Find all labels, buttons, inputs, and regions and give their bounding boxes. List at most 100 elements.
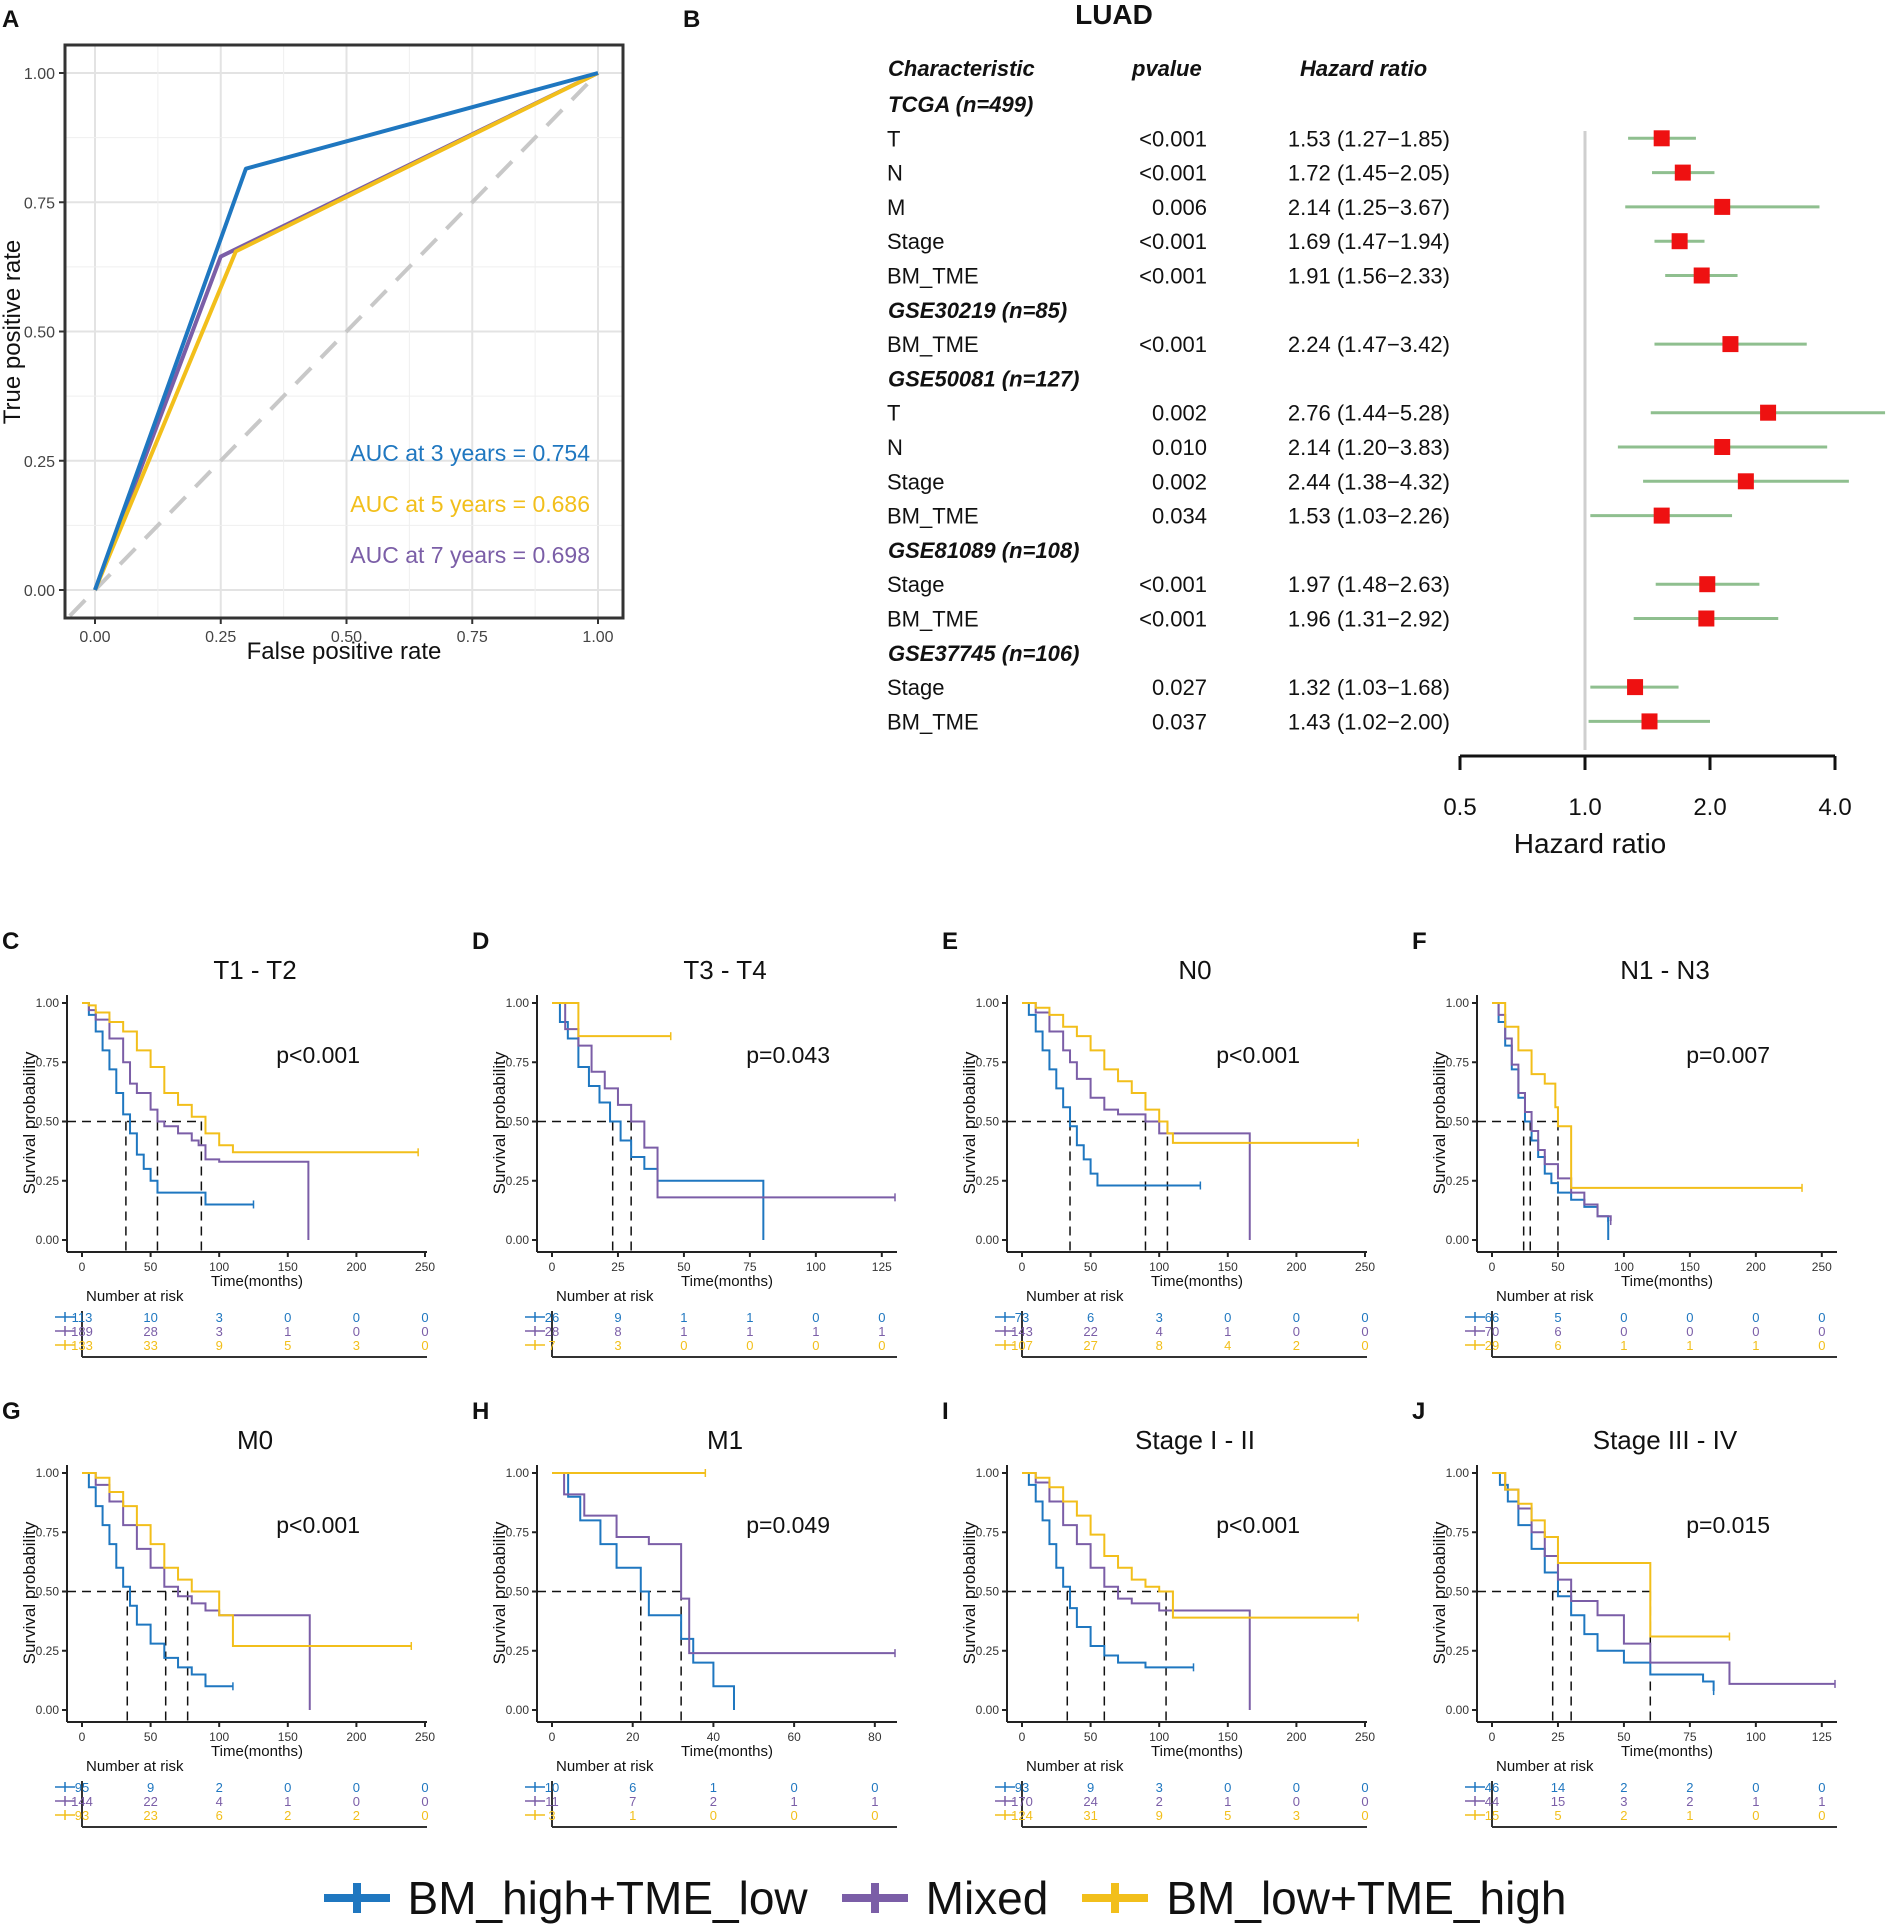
risk-value: 0 bbox=[1752, 1310, 1759, 1325]
km-x-tick-label: 20 bbox=[626, 1730, 640, 1744]
y-tick-label: 0.75 bbox=[24, 195, 55, 212]
risk-table-label: Number at risk bbox=[556, 1288, 654, 1305]
hr-point bbox=[1653, 507, 1670, 524]
panel-letter: C bbox=[2, 928, 19, 955]
row-pvalue: <0.001 bbox=[1139, 161, 1207, 186]
forest-x-axis-label: Hazard ratio bbox=[1514, 828, 1667, 859]
risk-value: 7 bbox=[548, 1338, 555, 1353]
x-tick-label: 0.50 bbox=[331, 629, 362, 646]
km-x-tick-label: 80 bbox=[868, 1730, 882, 1744]
km-x-tick-label: 60 bbox=[787, 1730, 801, 1744]
km-curve bbox=[1022, 1002, 1201, 1187]
hr-point bbox=[1714, 439, 1731, 455]
risk-value: 1 bbox=[680, 1310, 687, 1325]
km-x-tick-label: 200 bbox=[1746, 1260, 1766, 1274]
risk-value: 28 bbox=[545, 1324, 559, 1339]
km-x-tick-label: 75 bbox=[743, 1260, 757, 1274]
risk-table-label: Number at risk bbox=[556, 1758, 654, 1775]
row-pvalue: <0.001 bbox=[1139, 572, 1207, 597]
risk-value: 46 bbox=[1485, 1780, 1499, 1795]
row-hazard-ratio: 1.53 (1.03−2.26) bbox=[1288, 504, 1450, 529]
km-y-axis-label: Survival probability bbox=[20, 1051, 39, 1194]
risk-value: 0 bbox=[1224, 1310, 1231, 1325]
km-curve bbox=[1492, 1002, 1803, 1189]
km-x-tick-label: 250 bbox=[1355, 1260, 1375, 1274]
risk-value: 0 bbox=[421, 1780, 428, 1795]
risk-value: 1 bbox=[284, 1324, 291, 1339]
km-curve bbox=[1022, 1002, 1251, 1240]
risk-value: 0 bbox=[1752, 1324, 1759, 1339]
row-characteristic: Stage bbox=[887, 229, 945, 254]
risk-value: 0 bbox=[1361, 1310, 1368, 1325]
row-pvalue: 0.002 bbox=[1152, 401, 1207, 426]
panel-letter: J bbox=[1412, 1398, 1425, 1425]
risk-value: 2 bbox=[284, 1808, 291, 1823]
km-x-tick-label: 50 bbox=[677, 1260, 691, 1274]
risk-value: 4 bbox=[1156, 1324, 1163, 1339]
km-x-tick-label: 100 bbox=[209, 1730, 229, 1744]
km-x-tick-label: 0 bbox=[549, 1730, 556, 1744]
hr-point bbox=[1627, 679, 1644, 696]
risk-value: 6 bbox=[1087, 1310, 1094, 1325]
risk-value: 23 bbox=[143, 1808, 157, 1823]
km-x-tick-label: 250 bbox=[415, 1730, 435, 1744]
hr-point bbox=[1698, 610, 1715, 627]
km-y-tick-label: 0.75 bbox=[1446, 1525, 1470, 1539]
risk-value: 0 bbox=[1686, 1324, 1693, 1339]
km-x-tick-label: 0 bbox=[79, 1730, 86, 1744]
km-x-axis-label: Time(months) bbox=[211, 1743, 303, 1760]
km-x-tick-label: 50 bbox=[1084, 1260, 1098, 1274]
km-curve bbox=[82, 1002, 419, 1154]
hr-point bbox=[1760, 404, 1777, 421]
km-y-tick-label: 0.00 bbox=[506, 1233, 530, 1247]
risk-value: 6 bbox=[216, 1808, 223, 1823]
km-curve bbox=[1492, 1002, 1612, 1222]
risk-value: 0 bbox=[1620, 1310, 1627, 1325]
km-title: N1 - N3 bbox=[1620, 955, 1710, 985]
risk-value: 0 bbox=[353, 1324, 360, 1339]
risk-value: 0 bbox=[1686, 1310, 1693, 1325]
hr-point bbox=[1699, 576, 1716, 593]
km-x-axis-label: Time(months) bbox=[1621, 1273, 1713, 1290]
km-x-tick-label: 200 bbox=[1286, 1260, 1306, 1274]
km-x-tick-label: 200 bbox=[346, 1730, 366, 1744]
row-characteristic: Stage bbox=[887, 572, 945, 597]
km-curve bbox=[1492, 1472, 1715, 1692]
auc-annotation: AUC at 3 years = 0.754 bbox=[350, 440, 590, 466]
risk-value: 124 bbox=[1011, 1808, 1033, 1823]
km-x-tick-label: 150 bbox=[1218, 1730, 1238, 1744]
risk-value: 9 bbox=[147, 1780, 154, 1795]
risk-value: 93 bbox=[1015, 1780, 1029, 1795]
risk-value: 3 bbox=[216, 1324, 223, 1339]
panel-a: A 0.00 0.25 0.50 0.75 1.00 0.00 0.25 0.50 0.75 1.0… bbox=[0, 6, 625, 665]
risk-value: 0 bbox=[1818, 1310, 1825, 1325]
risk-value: 10 bbox=[545, 1780, 559, 1795]
risk-value: 0 bbox=[791, 1780, 798, 1795]
risk-value: 4 bbox=[216, 1794, 223, 1809]
km-y-axis-label: Survival probability bbox=[1430, 1051, 1449, 1194]
risk-value: 0 bbox=[1752, 1780, 1759, 1795]
risk-value: 9 bbox=[1087, 1780, 1094, 1795]
y-axis-label: True positive rate bbox=[0, 240, 26, 425]
km-y-axis-label: Survival probability bbox=[1430, 1521, 1449, 1664]
km-y-tick-label: 1.00 bbox=[36, 996, 60, 1010]
km-y-tick-label: 0.50 bbox=[506, 1585, 530, 1599]
legend-item-low: BM_low+TME_high bbox=[1082, 1871, 1566, 1925]
risk-value: 1 bbox=[746, 1324, 753, 1339]
risk-value: 0 bbox=[284, 1780, 291, 1795]
risk-value: 0 bbox=[1293, 1794, 1300, 1809]
km-x-tick-label: 50 bbox=[1084, 1730, 1098, 1744]
risk-value: 3 bbox=[216, 1310, 223, 1325]
hr-point bbox=[1671, 233, 1688, 250]
risk-value: 14 bbox=[1551, 1780, 1565, 1795]
group-header: GSE81089 (n=108) bbox=[888, 538, 1079, 563]
km-x-tick-label: 250 bbox=[1355, 1730, 1375, 1744]
hr-point bbox=[1653, 130, 1670, 147]
risk-value: 0 bbox=[680, 1338, 687, 1353]
row-hazard-ratio: 1.43 (1.02−2.00) bbox=[1288, 709, 1450, 734]
row-pvalue: <0.001 bbox=[1139, 126, 1207, 151]
risk-value: 1 bbox=[680, 1324, 687, 1339]
roc-curve bbox=[93, 71, 599, 591]
